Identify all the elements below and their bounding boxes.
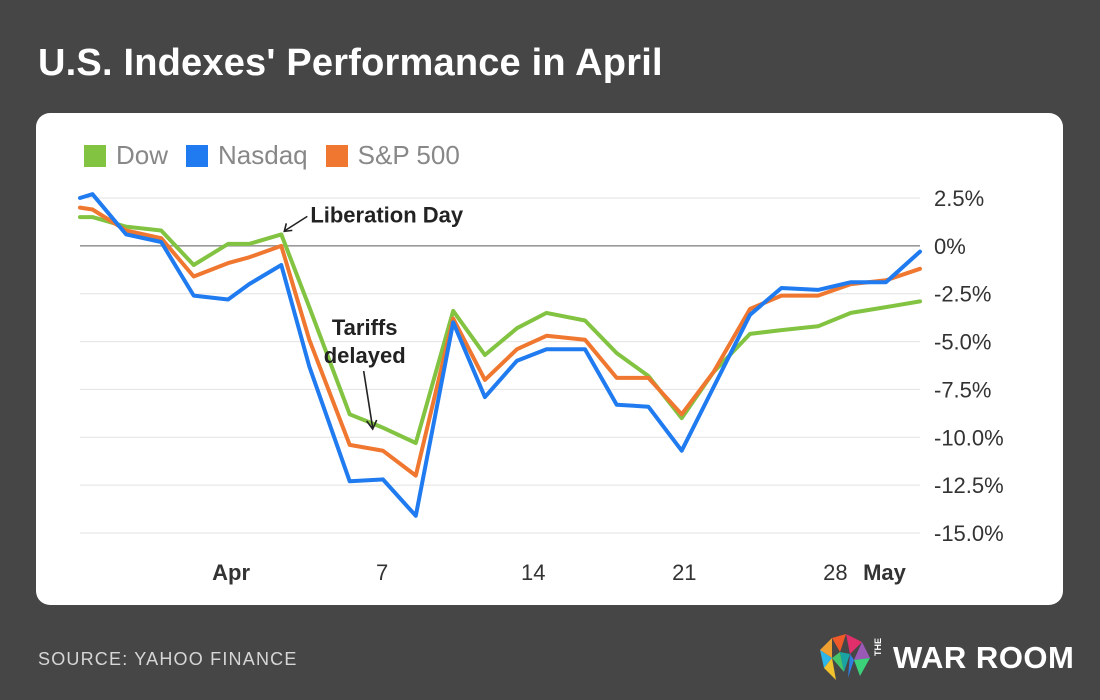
legend-item-dow: Dow [84,140,168,171]
legend-swatch-dow [84,144,106,167]
y-tick-label: -7.5% [934,377,991,402]
legend-label-dow: Dow [116,140,169,170]
brand-name: WAR ROOM [893,640,1075,675]
x-tick-label: 28 [823,560,847,585]
series-line-nasdaq [78,192,922,518]
war-room-logo: THE WAR ROOM [818,632,1078,682]
x-tick-label: 14 [521,560,545,585]
series-line-sp500 [78,205,922,478]
annotation-arrowhead-liberation-day [283,223,293,233]
legend-label-sp500: S&P 500 [357,140,460,170]
legend-label-nasdaq: Nasdaq [218,140,308,170]
legend-item-sp500: S&P 500 [325,140,460,171]
annotation-liberation-day: Liberation Day [310,202,464,227]
annotation-tariffs-delayed: delayed [324,343,406,368]
source-note: SOURCE: YAHOO FINANCE [38,649,298,669]
y-tick-label: -10.0% [934,425,1004,450]
brand-the: THE [873,638,883,656]
legend-swatch-sp500 [325,144,348,167]
war-room-logo-icon [820,634,870,680]
series-line-dow [78,215,922,445]
y-tick-label: 2.5% [934,186,984,211]
chart-card: Dow Nasdaq S&P 500 2.5% 0% -2.5% -5.0% -7.5%… [36,113,1063,605]
legend-item-nasdaq: Nasdaq [186,140,308,171]
y-tick-label: -2.5% [934,282,991,307]
x-tick-label: May [863,560,907,585]
x-tick-label: 21 [672,560,696,585]
y-tick-label: -12.5% [934,473,1004,498]
x-tick-label: 7 [376,560,388,585]
annotation-arrow-tariffs-delayed [362,370,374,429]
chart-title: U.S. Indexes' Performance in April [38,42,663,84]
legend-swatch-nasdaq [186,144,209,167]
chart-legend: Dow Nasdaq S&P 500 [84,140,460,171]
y-tick-label: -15.0% [934,521,1004,546]
y-tick-label: 0% [934,234,966,259]
annotation-arrow-liberation-day [284,215,308,232]
y-tick-label: -5.0% [934,330,991,355]
annotation-tariffs-delayed: Tariffs [332,315,398,340]
line-chart-plot: 2.5% 0% -2.5% -5.0% -7.5% -10.0% -12.5% -15.0% A… [78,186,1004,585]
x-tick-label: Apr [212,560,250,585]
annotation-arrowhead-tariffs-delayed [366,419,378,431]
